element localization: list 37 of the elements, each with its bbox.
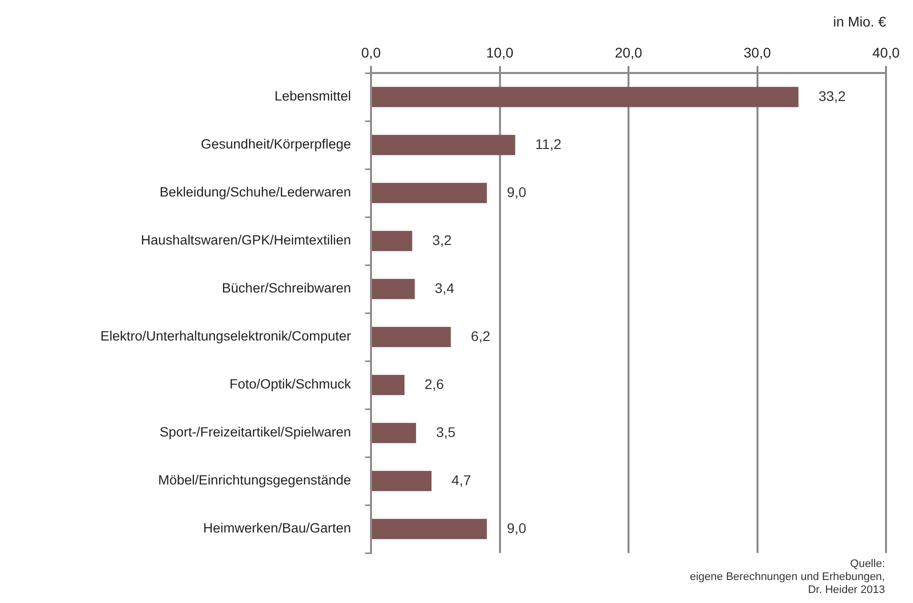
- y-tick-label: Bücher/Schreibwaren: [222, 280, 351, 296]
- bar: [372, 374, 404, 396]
- data-label: 3,4: [434, 280, 454, 296]
- bar: [372, 278, 415, 300]
- y-tick-label: Lebensmittel: [274, 88, 351, 104]
- y-tick-label: Haushaltswaren/GPK/Heimtextilien: [140, 232, 351, 248]
- x-axis-title: in Mio. €: [833, 13, 886, 30]
- x-tick-label: 30,0: [744, 44, 772, 60]
- bar: [372, 422, 416, 444]
- data-label: 9,0: [506, 184, 527, 200]
- source-note: Quelle: eigene Berechnungen und Erhebungen, Dr. Heider 2013: [690, 558, 885, 597]
- data-label: 2,6: [424, 376, 444, 392]
- y-tick-label: Gesundheit/Körperpflege: [200, 136, 351, 152]
- bar: [372, 134, 516, 156]
- data-label: 3,5: [436, 424, 456, 440]
- data-label: 33,2: [818, 88, 846, 104]
- y-tick-label: Heimwerken/Bau/Garten: [203, 520, 351, 536]
- bar: [372, 182, 487, 204]
- data-label: 4,7: [452, 472, 472, 488]
- x-tick-label: 10,0: [486, 44, 514, 60]
- x-tick-label: 20,0: [614, 44, 642, 60]
- bar: [372, 326, 451, 348]
- data-label: 3,2: [432, 232, 452, 248]
- x-tick-label: 0,0: [361, 44, 381, 60]
- y-tick-label: Foto/Optik/Schmuck: [229, 376, 352, 392]
- bar: [372, 470, 432, 492]
- y-tick-label: Möbel/Einrichtungsgegenstände: [158, 472, 351, 488]
- data-label: 6,2: [470, 328, 490, 344]
- bar: [372, 230, 412, 252]
- y-tick-label: Elektro/Unterhaltungselektronik/Computer: [100, 328, 352, 344]
- data-label: 11,2: [535, 136, 562, 152]
- y-tick-label: Sport-/Freizeitartikel/Spielwaren: [160, 424, 351, 440]
- data-label: 9,0: [506, 520, 527, 536]
- bar: [372, 518, 487, 540]
- bar: [372, 86, 798, 108]
- x-tick-label: 40,0: [872, 44, 900, 60]
- y-tick-label: Bekleidung/Schuhe/Lederwaren: [160, 184, 351, 200]
